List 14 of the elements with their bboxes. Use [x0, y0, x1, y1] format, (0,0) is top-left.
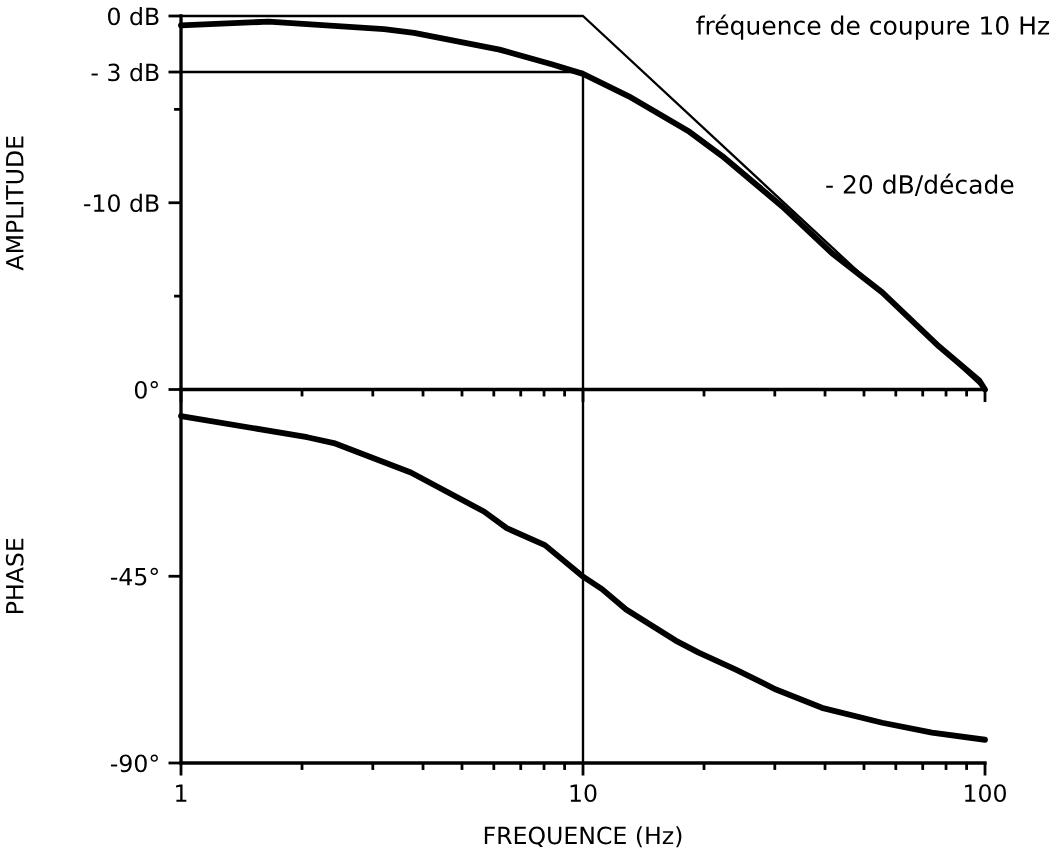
- y-tick-label: 0 dB: [108, 7, 159, 26]
- y-tick-label: 0°: [134, 380, 158, 399]
- y-tick-label: -10 dB: [84, 193, 159, 213]
- y-tick-label: - 3 dB: [91, 63, 159, 82]
- x-axis-title: FREQUENCE (Hz): [484, 826, 682, 848]
- annotation: - 20 dB/décade: [826, 173, 1014, 196]
- y-axis-title: PHASE: [5, 538, 24, 613]
- y-tick-label: -45°: [110, 567, 158, 586]
- x-tick-label: 10: [570, 784, 597, 803]
- y-axis-title: AMPLITUDE: [6, 136, 24, 271]
- x-tick-label: 1: [176, 784, 187, 802]
- annotation: fréquence de coupure 10 Hz: [696, 14, 1050, 40]
- y-tick-label: -90°: [110, 754, 158, 773]
- x-tick-label: 100: [965, 784, 1006, 803]
